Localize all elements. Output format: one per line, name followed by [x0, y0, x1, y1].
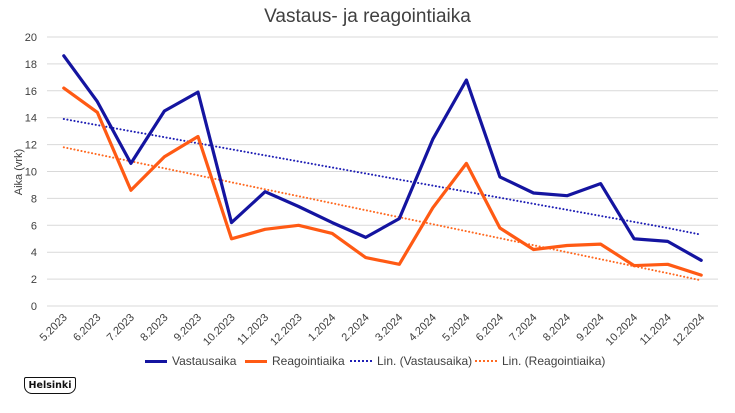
x-tick-label: 10.2024	[604, 312, 641, 349]
legend-swatch-trend-reagointiaika	[475, 360, 497, 362]
legend-item-vastausaika: Vastausaika	[145, 352, 236, 370]
x-tick-label: 9.2023	[172, 312, 204, 344]
legend-label-trend-vastausaika: Lin. (Vastausaika)	[377, 354, 473, 368]
x-tick-label: 12.2024	[671, 312, 708, 349]
x-tick-label: 11.2023	[235, 312, 271, 348]
legend-label-reagointiaika: Reagointiaika	[272, 354, 345, 368]
x-tick-label: 8.2024	[541, 312, 573, 344]
x-tick-label: 9.2024	[574, 312, 606, 344]
y-tick-label: 20	[25, 32, 37, 44]
y-tick-label: 14	[25, 113, 37, 125]
y-tick-label: 4	[31, 247, 37, 259]
y-tick-label: 2	[31, 274, 37, 286]
legend-swatch-vastausaika	[145, 359, 167, 363]
x-tick-label: 5.2024	[440, 312, 472, 344]
gridlines	[47, 36, 718, 307]
x-tick-label: 12.2023	[268, 312, 305, 349]
series-line-lin-vastausaika	[62, 118, 703, 236]
x-tick-label: 7.2024	[507, 312, 539, 344]
x-tick-label: 8.2023	[138, 312, 170, 344]
x-tick-label: 7.2023	[105, 312, 137, 344]
y-tick-label: 18	[25, 59, 37, 71]
y-tick-label: 0	[31, 301, 37, 313]
y-axis-ticks: 0 2 4 6 8 10 12 14 16 18 20	[25, 32, 37, 313]
x-tick-label: 3.2024	[373, 312, 405, 344]
x-tick-label: 6.2024	[474, 312, 506, 344]
legend-item-trend-vastausaika: Lin. (Vastausaika)	[350, 352, 472, 370]
legend-item-reagointiaika: Reagointiaika	[245, 352, 345, 370]
x-tick-label: 2.2024	[340, 312, 372, 344]
legend-item-trend-reagointiaika: Lin. (Reagointiaika)	[475, 352, 605, 370]
y-tick-label: 8	[31, 193, 37, 205]
chart-title: Vastaus- ja reagointiaika	[264, 6, 471, 27]
x-tick-label: 1.2024	[306, 312, 338, 344]
legend: Vastausaika Reagointiaika Lin. (Vastausa…	[0, 352, 735, 370]
helsinki-logo: Helsinki	[24, 377, 76, 394]
series-line-reagointiaika	[62, 86, 703, 277]
y-tick-label: 12	[25, 140, 37, 152]
y-axis-title: Aika (vrk)	[13, 149, 25, 195]
series-lines	[62, 54, 703, 282]
x-tick-label: 4.2024	[407, 312, 439, 344]
x-tick-label: 6.2023	[71, 312, 103, 344]
series-line-vastausaika	[62, 54, 703, 262]
x-axis-ticks: 5.2023 6.2023 7.2023 8.2023 9.202310.202311.…	[38, 312, 708, 349]
y-tick-label: 16	[25, 86, 37, 98]
x-tick-label: 5.2023	[38, 312, 70, 344]
x-tick-label: 11.2024	[638, 312, 674, 348]
legend-swatch-reagointiaika	[245, 359, 267, 363]
y-tick-label: 10	[25, 167, 37, 179]
legend-swatch-trend-vastausaika	[350, 360, 372, 362]
x-tick-label: 10.2023	[201, 312, 238, 349]
y-tick-label: 6	[31, 220, 37, 232]
legend-label-vastausaika: Vastausaika	[172, 354, 237, 368]
legend-label-trend-reagointiaika: Lin. (Reagointiaika)	[502, 354, 606, 368]
series-line-lin-reagointiaika	[62, 146, 703, 282]
